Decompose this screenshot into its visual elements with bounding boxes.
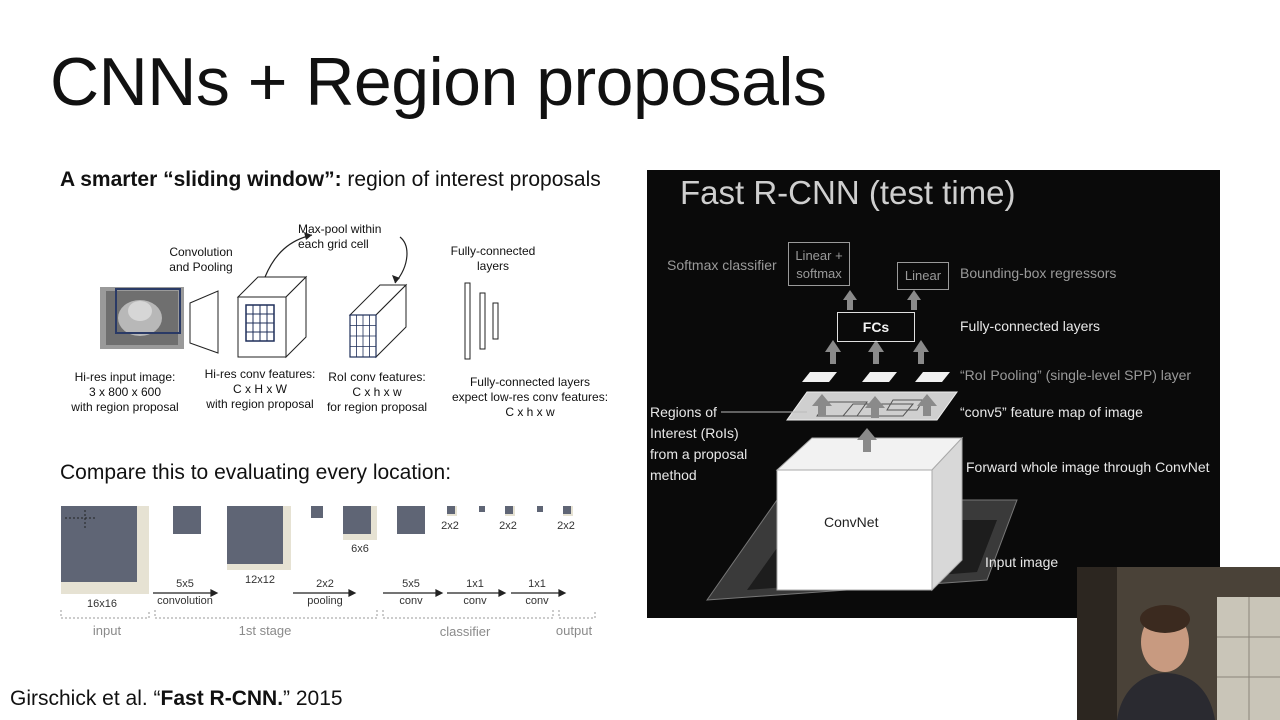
op-bottom-2: conv bbox=[399, 595, 423, 607]
fc-bar-1 bbox=[464, 282, 471, 360]
hires-conv-box bbox=[236, 275, 308, 359]
window-5x5-b bbox=[397, 506, 425, 534]
subtitle-rest: region of interest proposals bbox=[341, 168, 601, 191]
window-2x2 bbox=[311, 506, 323, 518]
sliding-window-diagram bbox=[60, 506, 596, 619]
fast-rcnn-diagram bbox=[705, 290, 1018, 601]
fast-rcnn-panel: Fast R-CNN (test time) Softmax classifie… bbox=[647, 170, 1220, 618]
op-top-1: 2x2 bbox=[316, 578, 334, 590]
op-bottom-4: conv bbox=[525, 595, 549, 607]
softmax-classifier-label: Softmax classifier bbox=[667, 257, 777, 273]
stage-input: input bbox=[92, 623, 122, 638]
stage-first: 1st stage bbox=[238, 623, 292, 638]
presenter-image bbox=[1077, 567, 1280, 720]
label-roi-conv: RoI conv features: C x h x w for region … bbox=[326, 370, 428, 414]
conv5-label: “conv5” feature map of image bbox=[960, 404, 1143, 420]
fc-layers-label: Fully-connected layers bbox=[960, 318, 1101, 334]
input-image-label: Input image bbox=[985, 554, 1059, 570]
citation-bold: Fast R-CNN. bbox=[160, 687, 284, 710]
fcs-box: FCs bbox=[837, 312, 915, 342]
webcam-video bbox=[1077, 567, 1280, 720]
roi-plate-2 bbox=[862, 372, 897, 382]
citation-pre: Girschick et al. “ bbox=[10, 687, 161, 710]
op-bottom-1: pooling bbox=[307, 595, 343, 607]
forward-label: Forward whole image through ConvNet bbox=[966, 459, 1210, 475]
stage-classifier: classifier bbox=[439, 624, 491, 639]
linear-box: Linear bbox=[897, 262, 949, 290]
conv-pool-trapezoid bbox=[189, 290, 219, 354]
op-top-2: 5x5 bbox=[402, 578, 420, 590]
convnet-front bbox=[776, 469, 933, 591]
size-label-6x6: 6x6 bbox=[351, 543, 369, 555]
slide-subtitle: A smarter “sliding window”: region of in… bbox=[60, 168, 601, 192]
fast-rcnn-title: Fast R-CNN (test time) bbox=[680, 174, 1016, 211]
op-top-3: 1x1 bbox=[466, 578, 484, 590]
op-top-4: 1x1 bbox=[528, 578, 546, 590]
window-5x5-a bbox=[173, 506, 201, 534]
label-fc-layers: Fully-connected layers bbox=[450, 244, 536, 273]
input-image bbox=[100, 287, 184, 349]
slide-title: CNNs + Region proposals bbox=[50, 44, 827, 120]
stage-output: output bbox=[555, 623, 593, 638]
roi-pooling-label: “RoI Pooling” (single-level SPP) layer bbox=[960, 367, 1192, 383]
subtitle-bold: A smarter “sliding window”: bbox=[60, 168, 342, 191]
linear-softmax-box: Linear + softmax bbox=[788, 242, 850, 286]
sliding-window-figure: 16x16 12x12 6x6 2x2 2x2 2x2 5x5 convolut… bbox=[55, 500, 600, 645]
roi-pooling-diagram bbox=[100, 232, 499, 360]
size-label-12x12: 12x12 bbox=[245, 574, 275, 586]
roi-plate-1 bbox=[802, 372, 837, 382]
op-bottom-3: conv bbox=[463, 595, 487, 607]
bbox-regressors-label: Bounding-box regressors bbox=[960, 265, 1117, 281]
label-conv-pool: Convolution and Pooling bbox=[169, 245, 233, 274]
roi-plate-3 bbox=[915, 372, 950, 382]
size-label-2x2-a: 2x2 bbox=[441, 520, 459, 532]
label-hires-input: Hi-res input image: 3 x 800 x 600 with r… bbox=[71, 370, 179, 414]
roi-pooling-figure: Convolution and Pooling Max-pool within … bbox=[60, 215, 620, 455]
size-label-16x16: 16x16 bbox=[87, 598, 117, 610]
size-label-2x2-b: 2x2 bbox=[499, 520, 517, 532]
fc-bar-2 bbox=[479, 292, 486, 350]
label-fc-expect: Fully-connected layers expect low-res co… bbox=[451, 375, 609, 419]
convnet-label: ConvNet bbox=[824, 514, 879, 530]
fc-bar-3 bbox=[492, 302, 499, 340]
compare-heading: Compare this to evaluating every locatio… bbox=[60, 461, 452, 484]
size-label-2x2-c: 2x2 bbox=[557, 520, 575, 532]
label-hires-conv: Hi-res conv features: C x H x W with reg… bbox=[204, 367, 316, 411]
citation: Girschick et al. “Fast R-CNN.” 2015 bbox=[10, 687, 343, 711]
roi-conv-box bbox=[348, 283, 408, 359]
op-top-0: 5x5 bbox=[176, 578, 194, 590]
citation-post: ” 2015 bbox=[283, 687, 343, 710]
op-bottom-0: convolution bbox=[157, 595, 213, 607]
regions-label: Regions of Interest (RoIs) from a propos… bbox=[650, 404, 748, 483]
label-maxpool: Max-pool within each grid cell bbox=[298, 222, 382, 251]
